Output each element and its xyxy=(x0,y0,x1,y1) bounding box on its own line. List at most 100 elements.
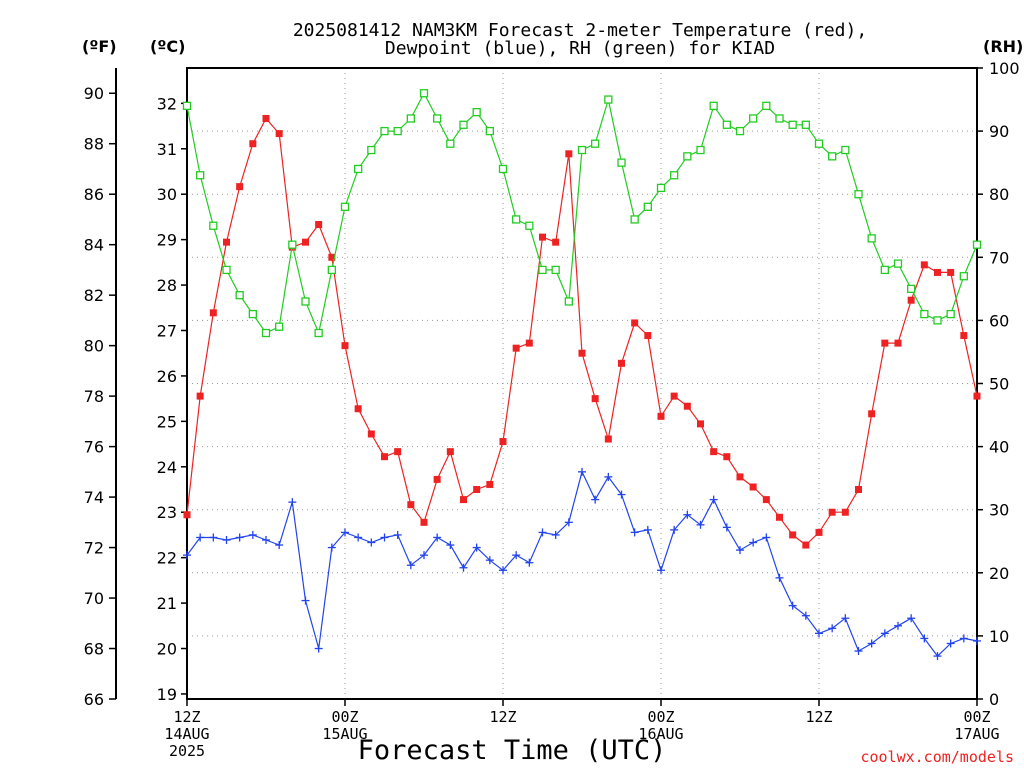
rh-point xyxy=(564,297,573,306)
temperature-point xyxy=(776,513,783,521)
dewpoint-point xyxy=(183,551,191,560)
rh-point xyxy=(340,202,350,211)
rh-point xyxy=(275,322,284,331)
dewpoint-point xyxy=(736,546,744,555)
f-tick-label: 86 xyxy=(84,185,104,204)
rh-tick-label: 30 xyxy=(989,501,1009,520)
rh-point xyxy=(617,158,626,167)
dewpoint-point xyxy=(420,551,428,560)
temperature-point xyxy=(828,508,836,516)
dewpoint-point xyxy=(499,566,507,575)
c-tick-label: 19 xyxy=(157,685,177,704)
temperature-point xyxy=(881,339,889,347)
dewpoint-point xyxy=(907,614,916,623)
dewpoint-point xyxy=(341,528,349,537)
f-tick-label: 76 xyxy=(84,438,104,457)
temperature-point xyxy=(552,238,560,246)
dewpoint-point xyxy=(894,621,902,630)
rh-point xyxy=(735,126,745,136)
rh-point xyxy=(722,120,731,129)
rh-point xyxy=(222,265,231,275)
rh-point xyxy=(433,114,442,123)
dewpoint-point xyxy=(946,639,955,648)
rh-point xyxy=(459,120,468,129)
temperature-point xyxy=(183,511,191,519)
dewpoint-point xyxy=(920,634,929,643)
rh-point xyxy=(788,120,797,129)
unit-c-label: (ºC) xyxy=(150,37,185,56)
c-tick-label: 21 xyxy=(157,594,177,613)
x-tick-label: 00Z xyxy=(331,708,358,726)
rh-tick-label: 10 xyxy=(989,627,1009,646)
rh-point xyxy=(749,114,758,123)
rh-point xyxy=(841,145,850,155)
dewpoint-point xyxy=(630,528,639,537)
temperature-point xyxy=(420,518,428,526)
f-tick-label: 74 xyxy=(84,488,104,507)
unit-f-label: (ºF) xyxy=(82,37,117,56)
temperature-point xyxy=(802,541,810,549)
dewpoint-point xyxy=(788,601,797,610)
temperature-point xyxy=(223,238,230,246)
dewpoint-point xyxy=(696,520,705,529)
dewpoint-point xyxy=(262,535,270,544)
rh-point xyxy=(709,101,718,111)
temperature-point xyxy=(736,473,744,481)
temperature-point xyxy=(907,296,915,304)
rh-point xyxy=(893,259,903,268)
dewpoint-point xyxy=(591,495,600,504)
dewpoint-point xyxy=(275,541,284,550)
series-layer xyxy=(182,89,982,661)
rh-point xyxy=(867,234,876,243)
rh-point xyxy=(380,126,389,136)
x-tick-label: 17AUG xyxy=(954,725,999,743)
dewpoint-point xyxy=(854,647,863,656)
rh-tick-label: 90 xyxy=(989,122,1009,141)
rh-point xyxy=(683,152,692,161)
temperature-point xyxy=(947,268,955,276)
temperature-point xyxy=(381,453,388,461)
dewpoint-line xyxy=(186,470,978,658)
temperature-point xyxy=(249,140,257,148)
temperature-point xyxy=(525,339,533,347)
rh-point xyxy=(182,101,192,111)
temperature-point xyxy=(262,114,270,122)
x-tick-label: 14AUG xyxy=(164,725,209,743)
x-tick-label: 00Z xyxy=(963,708,990,726)
temperature-point xyxy=(618,359,625,367)
temperature-point xyxy=(394,448,402,456)
temperature-point xyxy=(433,475,441,483)
dewpoint-point xyxy=(209,533,218,542)
temperature-point xyxy=(604,435,612,443)
rh-point xyxy=(604,95,613,104)
temperature-point xyxy=(762,496,770,504)
temperature-point xyxy=(894,339,902,347)
rh-point xyxy=(419,89,429,98)
dewpoint-point xyxy=(564,518,573,527)
temperature-point xyxy=(512,344,520,352)
unit-rh-label: (RH) xyxy=(983,37,1023,56)
dewpoint-point xyxy=(380,533,389,542)
rh-point xyxy=(538,265,547,275)
dewpoint-point xyxy=(815,629,823,638)
dewpoint-point xyxy=(196,533,205,542)
dewpoint-point xyxy=(314,644,323,653)
dewpoint-point xyxy=(354,533,363,542)
temperature-point xyxy=(341,342,349,350)
rh-point xyxy=(828,152,837,161)
f-tick-label: 84 xyxy=(84,236,104,255)
rh-point xyxy=(367,145,376,155)
rh-point xyxy=(880,265,889,275)
x-tick-label: 00Z xyxy=(647,708,674,726)
dewpoint-point xyxy=(709,495,718,504)
temperature-point xyxy=(920,261,928,269)
dewpoint-point xyxy=(762,533,771,542)
c-tick-label: 32 xyxy=(157,94,177,113)
rh-tick-label: 40 xyxy=(989,438,1009,457)
dewpoint-point xyxy=(248,530,257,539)
temperature-point xyxy=(236,183,244,191)
temperature-point xyxy=(578,349,586,357)
rh-point xyxy=(485,126,494,136)
f-tick-label: 68 xyxy=(84,640,104,659)
